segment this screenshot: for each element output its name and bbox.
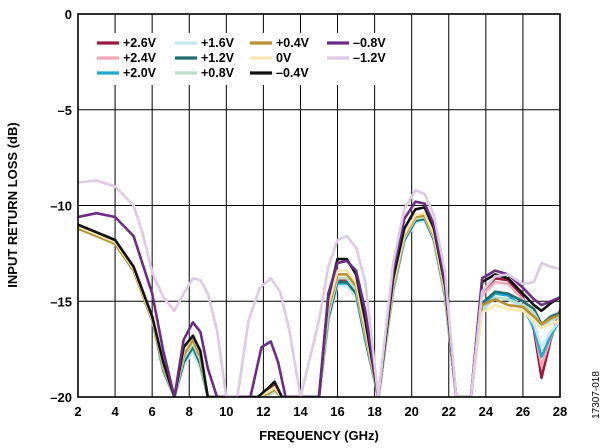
series-line-10 (78, 179, 560, 397)
x-tick-label: 6 (149, 404, 156, 419)
y-tick-label: –10 (50, 199, 72, 214)
legend-label: +1.2V (201, 51, 235, 65)
legend-label: 0V (276, 51, 292, 65)
y-tick-labels: 0 –5 –10 –15 –20 (50, 7, 72, 405)
x-tick-label: 2 (74, 404, 81, 419)
legend-label: +2.6V (123, 36, 157, 50)
x-tick-label: 24 (479, 404, 494, 419)
y-tick-label: –15 (50, 294, 72, 309)
series-line-5 (78, 215, 560, 397)
x-tick-label: 28 (553, 404, 567, 419)
legend: +2.6V+2.4V+2.0V+1.6V+1.2V+0.8V+0.4V0V–0.… (97, 36, 386, 80)
x-tick-label: 14 (293, 404, 308, 419)
series-line-9 (78, 200, 560, 397)
x-tick-label: 8 (186, 404, 193, 419)
y-tick-label: –5 (58, 103, 72, 118)
y-tick-label: 0 (65, 7, 72, 22)
legend-label: –1.2V (353, 51, 386, 65)
legend-label: +1.6V (201, 36, 235, 50)
y-tick-label: –20 (50, 390, 72, 405)
plot-frame (77, 13, 561, 398)
legend-label: +2.0V (123, 66, 157, 80)
legend-label: –0.4V (276, 66, 309, 80)
x-tick-label: 18 (367, 404, 381, 419)
x-tick-label: 4 (111, 404, 119, 419)
x-axis-title: FREQUENCY (GHz) (259, 428, 379, 443)
legend-label: +0.8V (201, 66, 235, 80)
x-tick-label: 20 (404, 404, 418, 419)
x-tick-label: 10 (219, 404, 233, 419)
legend-label: +0.4V (276, 36, 310, 50)
legend-label: +2.4V (123, 51, 157, 65)
x-tick-label: 26 (516, 404, 530, 419)
y-axis-title: INPUT RETURN LOSS (dB) (5, 122, 20, 287)
series-curves (78, 179, 560, 397)
x-tick-label: 22 (442, 404, 456, 419)
x-tick-labels: 2 4 6 8 10 12 14 16 18 20 22 24 26 28 (74, 404, 567, 419)
legend-label: –0.8V (353, 36, 386, 50)
x-tick-label: 16 (330, 404, 344, 419)
figure-id: 17307-018 (591, 371, 602, 419)
x-tick-label: 12 (256, 404, 270, 419)
series-line-1 (78, 215, 560, 397)
